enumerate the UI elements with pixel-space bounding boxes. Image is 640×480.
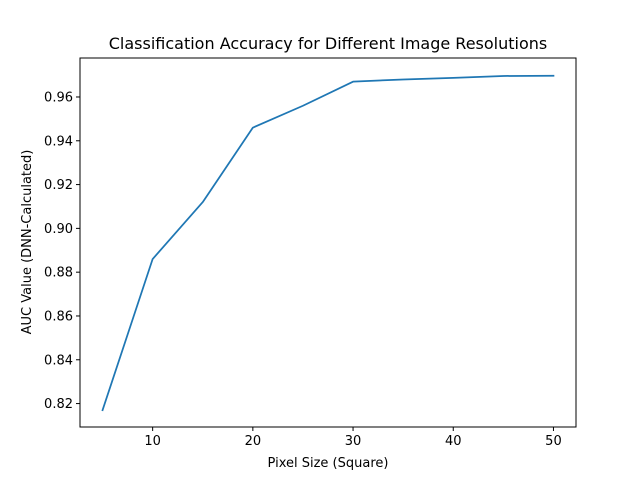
- y-axis-label: AUC Value (DNN-Calculated): [20, 150, 35, 335]
- axes-frame: [79, 57, 577, 428]
- chart-title: Classification Accuracy for Different Im…: [109, 34, 548, 53]
- y-tick-label: 0.84: [44, 353, 73, 368]
- y-tick-label: 0.96: [44, 90, 73, 105]
- y-tick-label: 0.86: [44, 309, 73, 324]
- y-tick-label: 0.90: [44, 222, 73, 237]
- plot-area: [79, 57, 577, 428]
- x-tick-label: 20: [245, 434, 262, 449]
- series-layer: [101, 74, 555, 412]
- y-axis-ticks: 0.82 0.84 0.86 0.88 0.90 0.92 0.94 0.96: [44, 90, 80, 412]
- x-axis-ticks: 10 20 30 40 50: [144, 427, 562, 449]
- x-axis-label: Pixel Size (Square): [268, 456, 389, 471]
- x-tick-label: 40: [445, 434, 462, 449]
- x-tick-label: 50: [545, 434, 562, 449]
- y-tick-label: 0.92: [44, 178, 73, 193]
- y-tick-label: 0.82: [44, 397, 73, 412]
- y-tick-label: 0.94: [44, 134, 73, 149]
- x-tick-label: 30: [345, 434, 362, 449]
- x-tick-label: 10: [144, 434, 161, 449]
- y-tick-label: 0.88: [44, 266, 73, 281]
- series-line: [101, 74, 555, 412]
